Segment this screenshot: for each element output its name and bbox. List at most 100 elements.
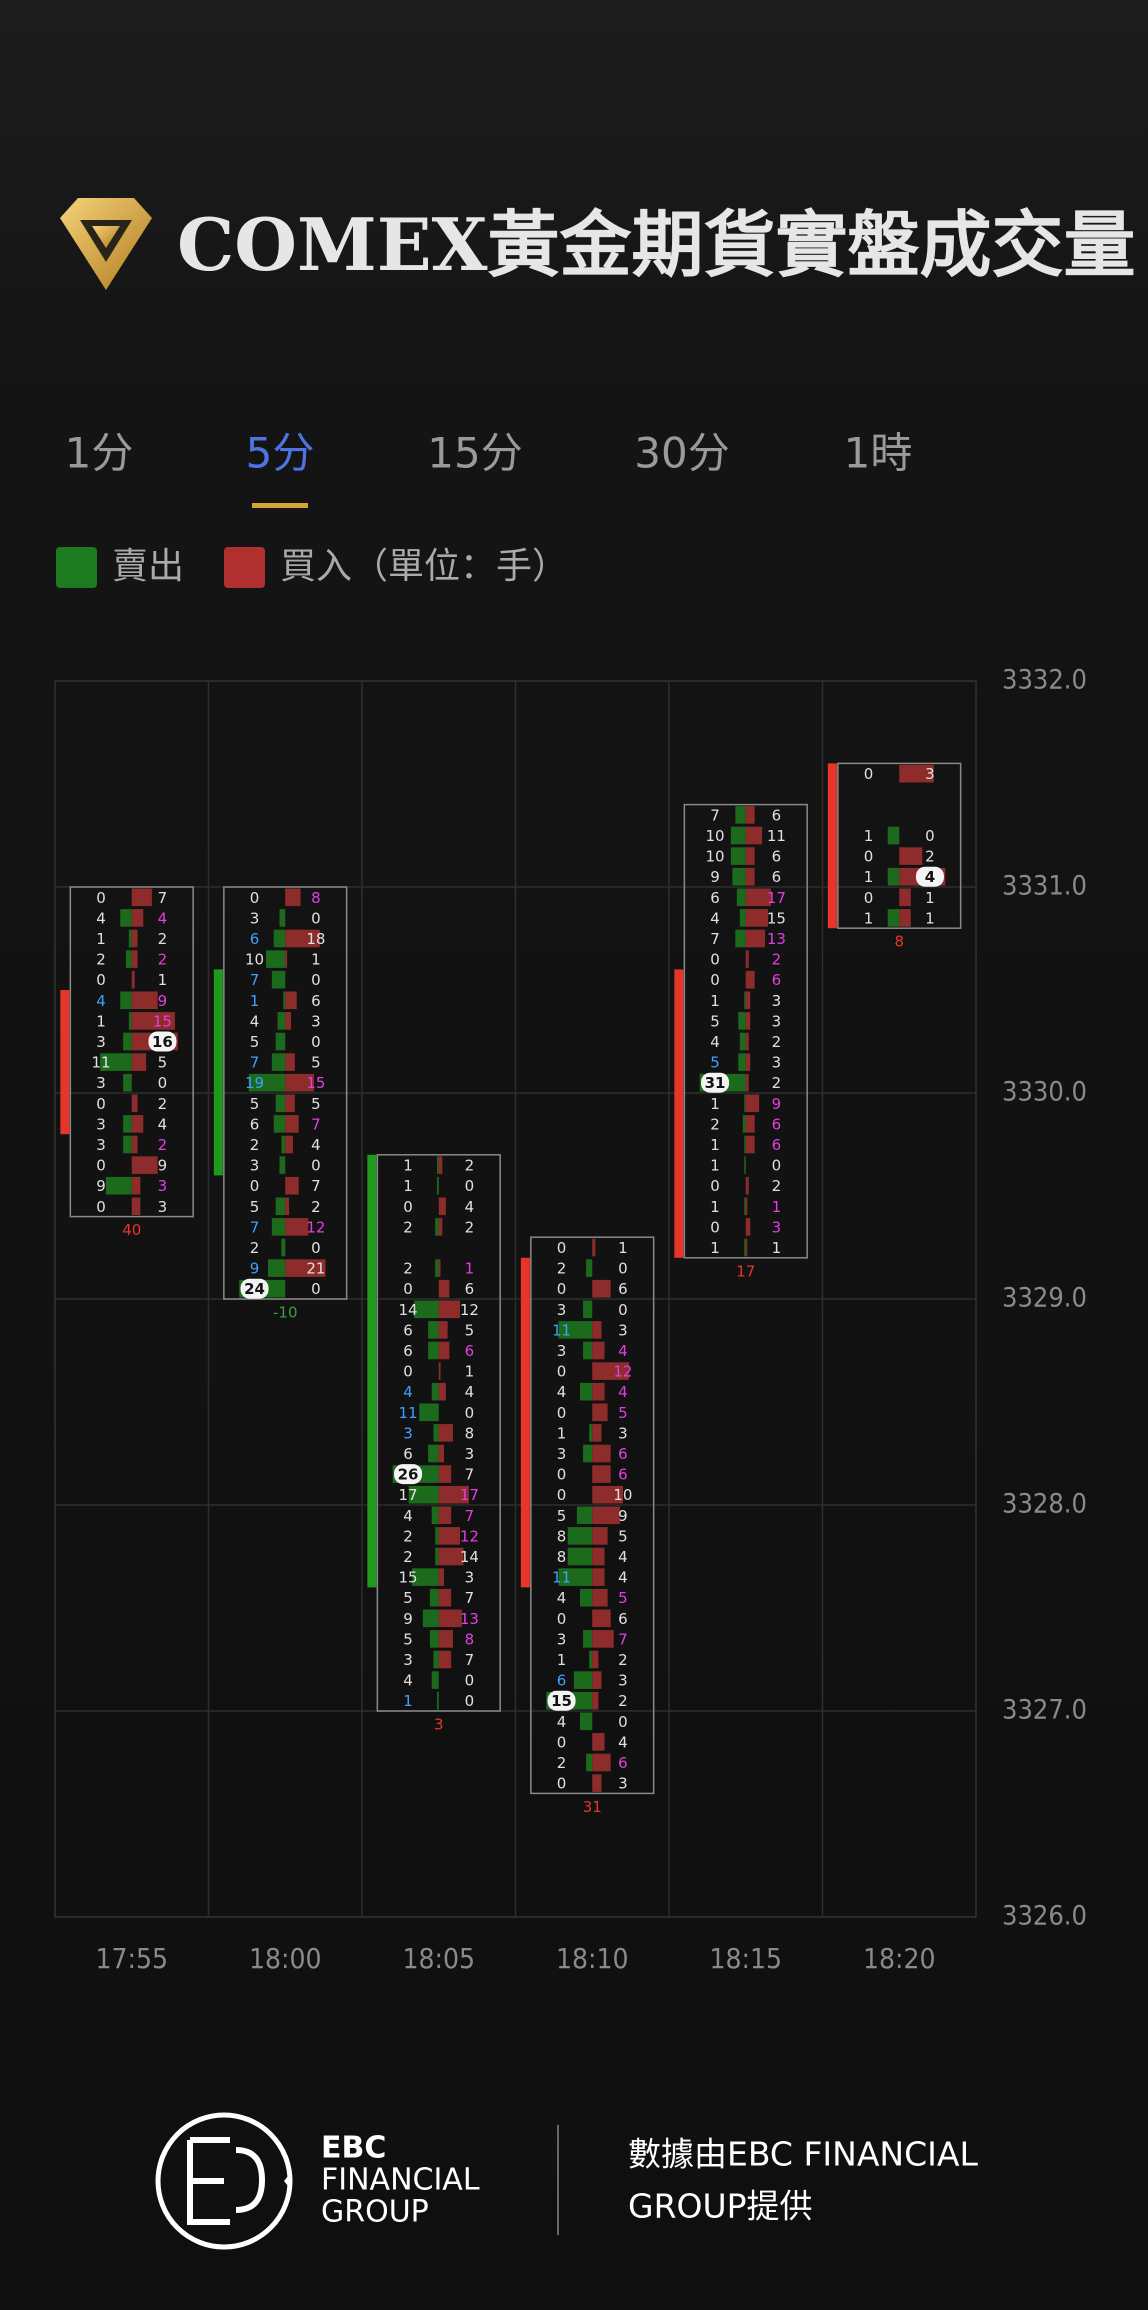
buy-bar xyxy=(131,991,158,1010)
sell-bar xyxy=(736,888,746,907)
candle-box xyxy=(837,762,962,929)
buy-label: 7 xyxy=(158,889,168,907)
buy-label: 9 xyxy=(158,992,168,1010)
buy-bar xyxy=(745,1073,749,1092)
buy-bar xyxy=(131,1053,147,1071)
buy-bar xyxy=(592,1341,605,1360)
sell-label: 4 xyxy=(710,1033,720,1051)
sell-label: 0 xyxy=(710,951,720,969)
max-badge xyxy=(701,1072,730,1093)
buy-label: 7 xyxy=(465,1589,475,1607)
buy-bar xyxy=(285,1259,326,1277)
buy-label: 6 xyxy=(772,848,782,866)
legend-swatch xyxy=(56,547,97,588)
sell-label: 1 xyxy=(403,1692,413,1710)
buy-bar xyxy=(745,1238,748,1257)
buy-label: 2 xyxy=(772,951,782,969)
tab[interactable]: 30分 xyxy=(634,429,729,478)
buy-label: 3 xyxy=(465,1445,475,1463)
buy-bar xyxy=(745,1218,751,1236)
sell-label: 3 xyxy=(403,1651,413,1669)
buy-bar xyxy=(438,1156,443,1174)
buy-bar xyxy=(592,1650,599,1669)
buy-bar xyxy=(745,1197,748,1216)
buy-bar xyxy=(285,950,288,968)
buy-label: 2 xyxy=(311,1198,321,1216)
sell-label: 10 xyxy=(706,848,725,866)
sell-bar xyxy=(586,1753,593,1772)
buy-bar xyxy=(745,1176,749,1195)
buy-label: 18 xyxy=(306,930,325,948)
buy-label: 12 xyxy=(460,1301,479,1319)
tab[interactable]: 1分 xyxy=(65,429,134,478)
tab[interactable]: 1時 xyxy=(844,429,913,478)
sell-bar xyxy=(422,1609,439,1628)
buy-label: 4 xyxy=(618,1342,628,1360)
sell-label: 15 xyxy=(551,1692,572,1710)
sell-bar xyxy=(742,1115,746,1133)
sell-label: 2 xyxy=(557,1754,567,1772)
candle-box xyxy=(223,886,348,1300)
delta-label: 40 xyxy=(122,1221,141,1239)
sell-label: 0 xyxy=(864,848,874,866)
buy-label: 2 xyxy=(158,951,168,969)
buy-label: 5 xyxy=(158,1054,168,1072)
logo-line: GROUP xyxy=(321,2195,429,2230)
buy-label: 4 xyxy=(158,1115,168,1133)
buy-label: 1 xyxy=(618,1239,628,1257)
legend-swatch xyxy=(224,547,265,588)
sell-label: 0 xyxy=(96,1157,106,1175)
buy-label: 4 xyxy=(618,1383,628,1401)
sell-label: 9 xyxy=(250,1260,260,1278)
buy-label: 5 xyxy=(618,1589,628,1607)
sell-label: 0 xyxy=(710,971,720,989)
sell-label: 0 xyxy=(557,1239,567,1257)
buy-bar xyxy=(592,1527,608,1545)
sell-label: 24 xyxy=(244,1280,265,1298)
sell-label: 6 xyxy=(710,889,720,907)
sell-label: 1 xyxy=(96,930,106,948)
sell-label: 6 xyxy=(250,930,260,948)
buy-label: 13 xyxy=(767,930,786,948)
y-tick-label: 3329.0 xyxy=(1002,1283,1087,1314)
sell-bar xyxy=(589,1424,593,1442)
buy-label: 0 xyxy=(618,1301,628,1319)
sell-label: 5 xyxy=(557,1507,567,1525)
sell-bar xyxy=(738,1012,746,1030)
sell-bar xyxy=(583,1444,593,1463)
sell-bar xyxy=(436,1691,439,1710)
sell-label: 2 xyxy=(403,1260,413,1278)
sell-bar xyxy=(408,1485,439,1504)
buy-label: 3 xyxy=(311,1012,321,1030)
sell-label: 2 xyxy=(710,1115,720,1133)
buy-bar xyxy=(285,1053,295,1071)
tab[interactable]: 5分 xyxy=(246,429,315,478)
sell-label: 9 xyxy=(96,1177,106,1195)
buy-label: 12 xyxy=(613,1363,632,1381)
sell-label: 0 xyxy=(250,1177,260,1195)
buy-bar xyxy=(899,888,911,907)
sell-label: 5 xyxy=(403,1589,413,1607)
sell-label: 6 xyxy=(403,1321,413,1339)
sell-bar xyxy=(583,1630,593,1648)
sell-label: 1 xyxy=(250,992,260,1010)
candle-box xyxy=(69,886,194,1218)
sell-bar xyxy=(128,929,132,948)
buy-label: 0 xyxy=(158,1074,168,1092)
sell-label: 9 xyxy=(710,868,720,886)
buy-label: 3 xyxy=(772,1012,782,1030)
logo-line: EBC xyxy=(321,2131,386,2166)
buy-label: 3 xyxy=(158,1177,168,1195)
buy-label: 4 xyxy=(465,1198,475,1216)
tab[interactable]: 15分 xyxy=(427,429,522,478)
sell-bar xyxy=(419,1403,439,1422)
sell-label: 3 xyxy=(96,1074,106,1092)
buy-bar xyxy=(592,1465,611,1483)
buy-bar xyxy=(131,929,138,948)
buy-label: 3 xyxy=(465,1569,475,1587)
delta-label: 8 xyxy=(894,933,904,951)
sell-label: 1 xyxy=(864,868,874,886)
buy-label: 0 xyxy=(465,1692,475,1710)
buy-label: 6 xyxy=(772,1115,782,1133)
sell-label: 4 xyxy=(96,909,106,927)
